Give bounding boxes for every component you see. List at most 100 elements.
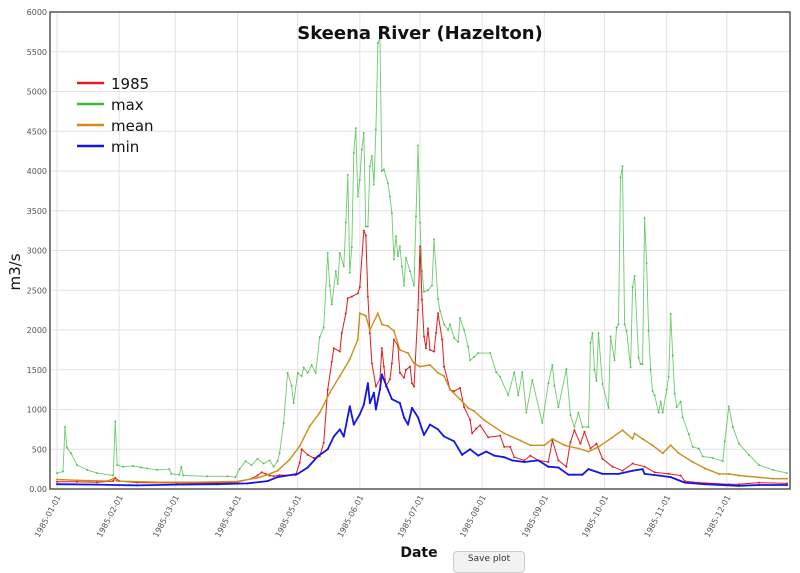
data-point-1985 (579, 442, 582, 445)
data-point-min (368, 402, 371, 405)
data-point-max (691, 445, 694, 448)
data-point-max (62, 470, 65, 473)
data-point-min (737, 484, 740, 487)
data-point-mean (631, 437, 634, 440)
data-point-max (727, 405, 730, 408)
data-point-1985 (76, 480, 79, 483)
data-point-1985 (330, 360, 333, 363)
data-point-min (342, 435, 345, 438)
data-point-max (356, 195, 359, 198)
data-point-max (619, 176, 622, 179)
data-point-mean (611, 436, 614, 439)
data-point-max (557, 406, 560, 409)
data-point-1985 (392, 338, 395, 341)
data-point-max (390, 212, 393, 215)
data-point-max (671, 354, 674, 357)
data-point-mean (597, 445, 600, 448)
data-point-1985 (332, 347, 335, 350)
data-point-1985 (499, 434, 502, 437)
data-point-max (495, 371, 498, 374)
data-point-max (374, 128, 377, 131)
data-point-min (429, 423, 432, 426)
y-tick-label: 5000 (27, 88, 47, 97)
data-point-1985 (416, 309, 419, 312)
data-point-1985 (569, 441, 572, 444)
data-point-mean (737, 474, 740, 477)
data-point-max (342, 265, 345, 268)
data-point-mean (621, 429, 624, 432)
data-point-max (386, 181, 389, 184)
data-point-max (368, 165, 371, 168)
data-point-mean (356, 338, 359, 341)
data-point-1985 (611, 465, 614, 468)
data-point-mean (112, 477, 115, 480)
data-point-max (569, 414, 572, 417)
line-max (56, 37, 788, 478)
data-point-mean (473, 410, 476, 413)
data-point-max (116, 464, 119, 467)
data-point-mean (338, 375, 341, 378)
line-1985 (57, 230, 788, 485)
data-point-min (380, 373, 383, 376)
save-plot-button[interactable]: Save plot (453, 551, 525, 573)
data-point-max (723, 440, 726, 443)
data-point-1985 (471, 432, 474, 435)
data-point-max (645, 262, 648, 265)
data-point-1985 (374, 385, 377, 388)
data-point-max (244, 460, 247, 463)
data-point-min (410, 406, 413, 409)
data-point-1985 (513, 456, 516, 459)
data-point-max (601, 383, 604, 386)
data-point-min (461, 453, 464, 456)
y-tick-label: 4000 (27, 167, 47, 176)
data-point-max (771, 468, 774, 471)
data-point-max (621, 165, 624, 168)
data-point-min (338, 428, 341, 431)
data-point-1985 (380, 347, 383, 350)
data-point-mean (328, 391, 331, 394)
data-point-1985 (366, 295, 369, 298)
data-point-min (601, 472, 604, 475)
data-point-max (589, 341, 592, 344)
data-point-1985 (429, 348, 432, 351)
data-point-mean (76, 479, 79, 482)
y-tick-label: 4500 (27, 127, 47, 136)
data-point-max (408, 270, 411, 273)
data-point-min (362, 403, 365, 406)
data-point-min (567, 473, 570, 476)
data-point-min (332, 435, 335, 438)
data-point-max (521, 371, 524, 374)
data-point-max (525, 411, 528, 414)
x-tick-label: 1985-11-01 (643, 494, 673, 539)
data-point-max (459, 317, 462, 320)
series-mean (56, 312, 788, 484)
data-point-1985 (356, 292, 359, 295)
data-point-max (358, 178, 361, 181)
data-point-max (114, 420, 117, 423)
data-point-mean (276, 469, 279, 472)
data-point-max (697, 447, 700, 450)
data-point-max (507, 394, 510, 397)
data-point-min (348, 405, 351, 408)
data-point-max (469, 359, 472, 362)
data-point-max (416, 144, 419, 147)
data-point-1985 (583, 430, 586, 433)
data-point-max (593, 368, 596, 371)
data-point-max (146, 467, 149, 470)
data-point-1985 (463, 406, 466, 409)
data-point-mean (443, 375, 446, 378)
y-tick-label: 6000 (27, 8, 47, 17)
data-point-max (182, 474, 185, 477)
data-point-max (256, 457, 259, 460)
data-point-max (300, 375, 303, 378)
data-point-min (641, 468, 644, 471)
data-point-mean (429, 363, 432, 366)
data-point-mean (519, 439, 522, 442)
data-point-max (623, 323, 626, 326)
data-point-1985 (338, 350, 341, 353)
chart-title: Skeena River (Hazelton) (297, 23, 543, 44)
data-point-max (597, 332, 600, 335)
y-tick-label: 0.00 (29, 485, 47, 494)
data-point-mean (196, 481, 199, 484)
data-point-min (378, 388, 381, 391)
